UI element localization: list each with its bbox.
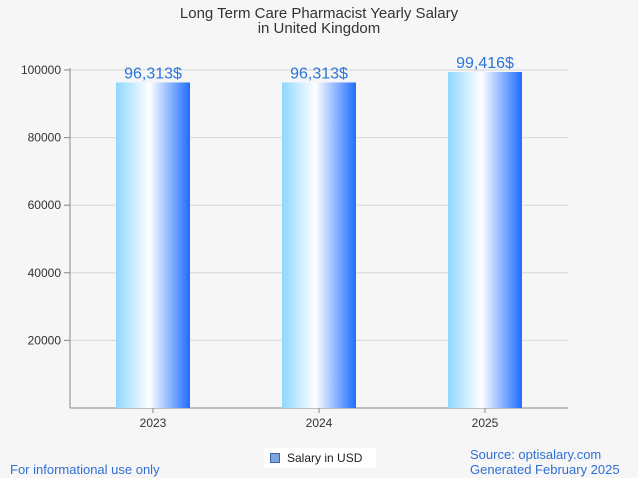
legend-swatch — [270, 453, 280, 463]
footer-generated: Generated February 2025 — [470, 462, 620, 477]
footer-source: Source: optisalary.com — [470, 447, 602, 462]
y-tick-label-20000: 20000 — [28, 333, 62, 347]
bar-2023 — [116, 82, 190, 408]
legend[interactable]: Salary in USD — [264, 448, 376, 468]
data-label-2024: 96,313$ — [290, 65, 348, 82]
y-tick-label-80000: 80000 — [28, 131, 62, 145]
footer-disclaimer: For informational use only — [10, 462, 160, 477]
data-label-2023: 96,313$ — [124, 65, 182, 82]
x-tick-label-2024: 2024 — [306, 416, 333, 430]
x-tick-label-2025: 2025 — [472, 416, 499, 430]
chart-title-line-1: Long Term Care Pharmacist Yearly Salary — [179, 5, 459, 22]
y-tick-label-40000: 40000 — [28, 266, 62, 280]
x-tick-label-2023: 2023 — [140, 416, 167, 430]
chart-title-line-2: in United Kingdom — [257, 20, 381, 37]
bar-2025 — [448, 71, 522, 408]
data-label-2025: 99,416$ — [456, 55, 514, 72]
legend-label: Salary in USD — [287, 451, 363, 465]
y-tick-label-60000: 60000 — [28, 198, 62, 212]
y-tick-label-100000: 100000 — [21, 63, 61, 77]
bar-2024 — [282, 82, 356, 408]
